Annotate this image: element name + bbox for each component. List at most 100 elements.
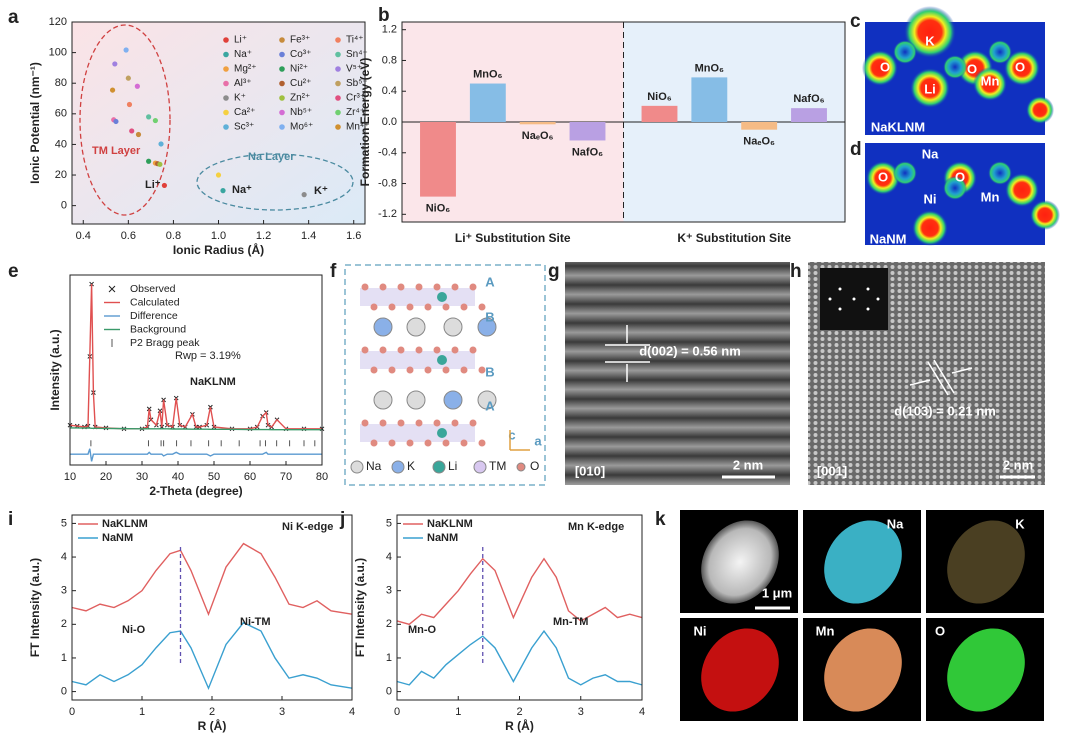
legend-swatch [335, 51, 341, 58]
plot-frame [71, 514, 353, 701]
x-axis-label: R (Å) [198, 718, 227, 733]
legend-swatch [391, 460, 405, 474]
image-label: d(103) = 0.21 nm [894, 403, 996, 418]
bar [691, 77, 728, 122]
image-label: O [967, 61, 977, 76]
legend-label: Zr⁴⁺ [346, 107, 365, 118]
legend-label: K [407, 459, 415, 473]
oxygen [433, 346, 441, 354]
legend-label: Al³⁺ [234, 78, 252, 89]
oxygen [361, 419, 369, 427]
panel-label: c [850, 11, 861, 32]
oxygen [406, 366, 414, 374]
density-blob [1026, 96, 1054, 124]
oxygen [370, 439, 378, 447]
data-line [70, 427, 322, 431]
oxygen [424, 303, 432, 311]
oxygen [388, 366, 396, 374]
oxygen [379, 283, 387, 291]
image-label: B [485, 364, 494, 379]
image-label: d(002) = 0.56 nm [639, 343, 741, 358]
data-line [396, 629, 643, 686]
density-blob [862, 50, 898, 86]
legend-label: V⁵⁺ [346, 64, 362, 75]
x-tick-label: 1.0 [211, 230, 226, 242]
y-axis-label: FT Intensity (a.u.) [353, 558, 367, 657]
oxygen [406, 303, 414, 311]
legend-swatch [279, 124, 285, 130]
legend-label: Na⁺ [234, 49, 252, 60]
y-tick-label: 0 [61, 200, 67, 212]
data-point [112, 61, 118, 67]
x-tick-label: 80 [316, 471, 328, 483]
legend-swatch [223, 37, 229, 43]
y-tick-label: 5 [61, 517, 67, 529]
fft-spot [876, 297, 880, 301]
legend-swatch [335, 95, 341, 101]
structure-frame [344, 264, 546, 486]
data-line [71, 542, 353, 617]
legend-label: K⁺ [234, 93, 246, 104]
oxygen [469, 346, 477, 354]
x-tick-label: 1.2 [256, 230, 271, 242]
legend-label: Ca²⁺ [234, 107, 255, 118]
bar-label: NaₑO₆ [743, 136, 775, 148]
oxygen [379, 419, 387, 427]
y-tick-label: 5 [386, 517, 392, 529]
panel-label: a [8, 7, 19, 28]
density-blob [904, 6, 956, 58]
data-point [158, 141, 164, 147]
legend-swatch [279, 37, 285, 43]
data-point [123, 47, 129, 53]
annotation: Na⁺ [232, 184, 252, 196]
oxygen [415, 419, 423, 427]
image-label: Mn [816, 623, 835, 638]
lithium [437, 355, 447, 365]
data-line [70, 448, 322, 462]
image-label: a [534, 433, 542, 448]
density-blob [988, 161, 1012, 185]
legend-label: Sn⁴⁺ [346, 49, 368, 60]
plot-frame [396, 514, 643, 701]
y-tick-label: 20 [55, 169, 67, 181]
na-layer-outline [196, 153, 354, 211]
legend-label: Ni²⁺ [290, 64, 308, 75]
y-tick-label: -1.2 [378, 208, 397, 220]
y-tick-label: 0 [61, 685, 67, 697]
potassium [373, 317, 393, 337]
legend-label: NaNM [427, 532, 458, 544]
oxygen [370, 303, 378, 311]
oxygen [469, 283, 477, 291]
image-label: B [485, 309, 494, 324]
data-point [109, 87, 116, 93]
y-tick-label: 3 [386, 585, 392, 597]
legend-label: P2 Bragg peak [130, 337, 200, 349]
tem-image [565, 262, 790, 485]
y-tick-label: 0.0 [382, 116, 397, 128]
panel-label: b [378, 5, 390, 26]
oxygen [370, 366, 378, 374]
legend-label: TM [489, 459, 506, 473]
oxygen [478, 366, 486, 374]
legend-swatch [279, 109, 285, 116]
legend-swatch [516, 462, 526, 472]
bar [519, 122, 556, 125]
image-label: O [955, 169, 965, 184]
y-tick-label: 100 [49, 47, 67, 59]
tm-layer-band [360, 288, 475, 306]
oxygen [460, 366, 468, 374]
density-blob [1005, 173, 1039, 207]
panel-label: j [339, 509, 345, 530]
potassium [477, 317, 497, 337]
particle [947, 520, 1025, 604]
image-label: O [1015, 59, 1025, 74]
y-tick-label: 0.8 [382, 54, 397, 66]
y-tick-label: 2 [61, 618, 67, 630]
oxygen [379, 346, 387, 354]
legend-swatch [335, 124, 341, 130]
particle [824, 520, 902, 604]
image-label: Ni [924, 191, 937, 206]
legend-label: Calculated [130, 296, 180, 308]
tm-layer-band [360, 351, 475, 369]
annotation: Mn-TM [553, 616, 588, 628]
